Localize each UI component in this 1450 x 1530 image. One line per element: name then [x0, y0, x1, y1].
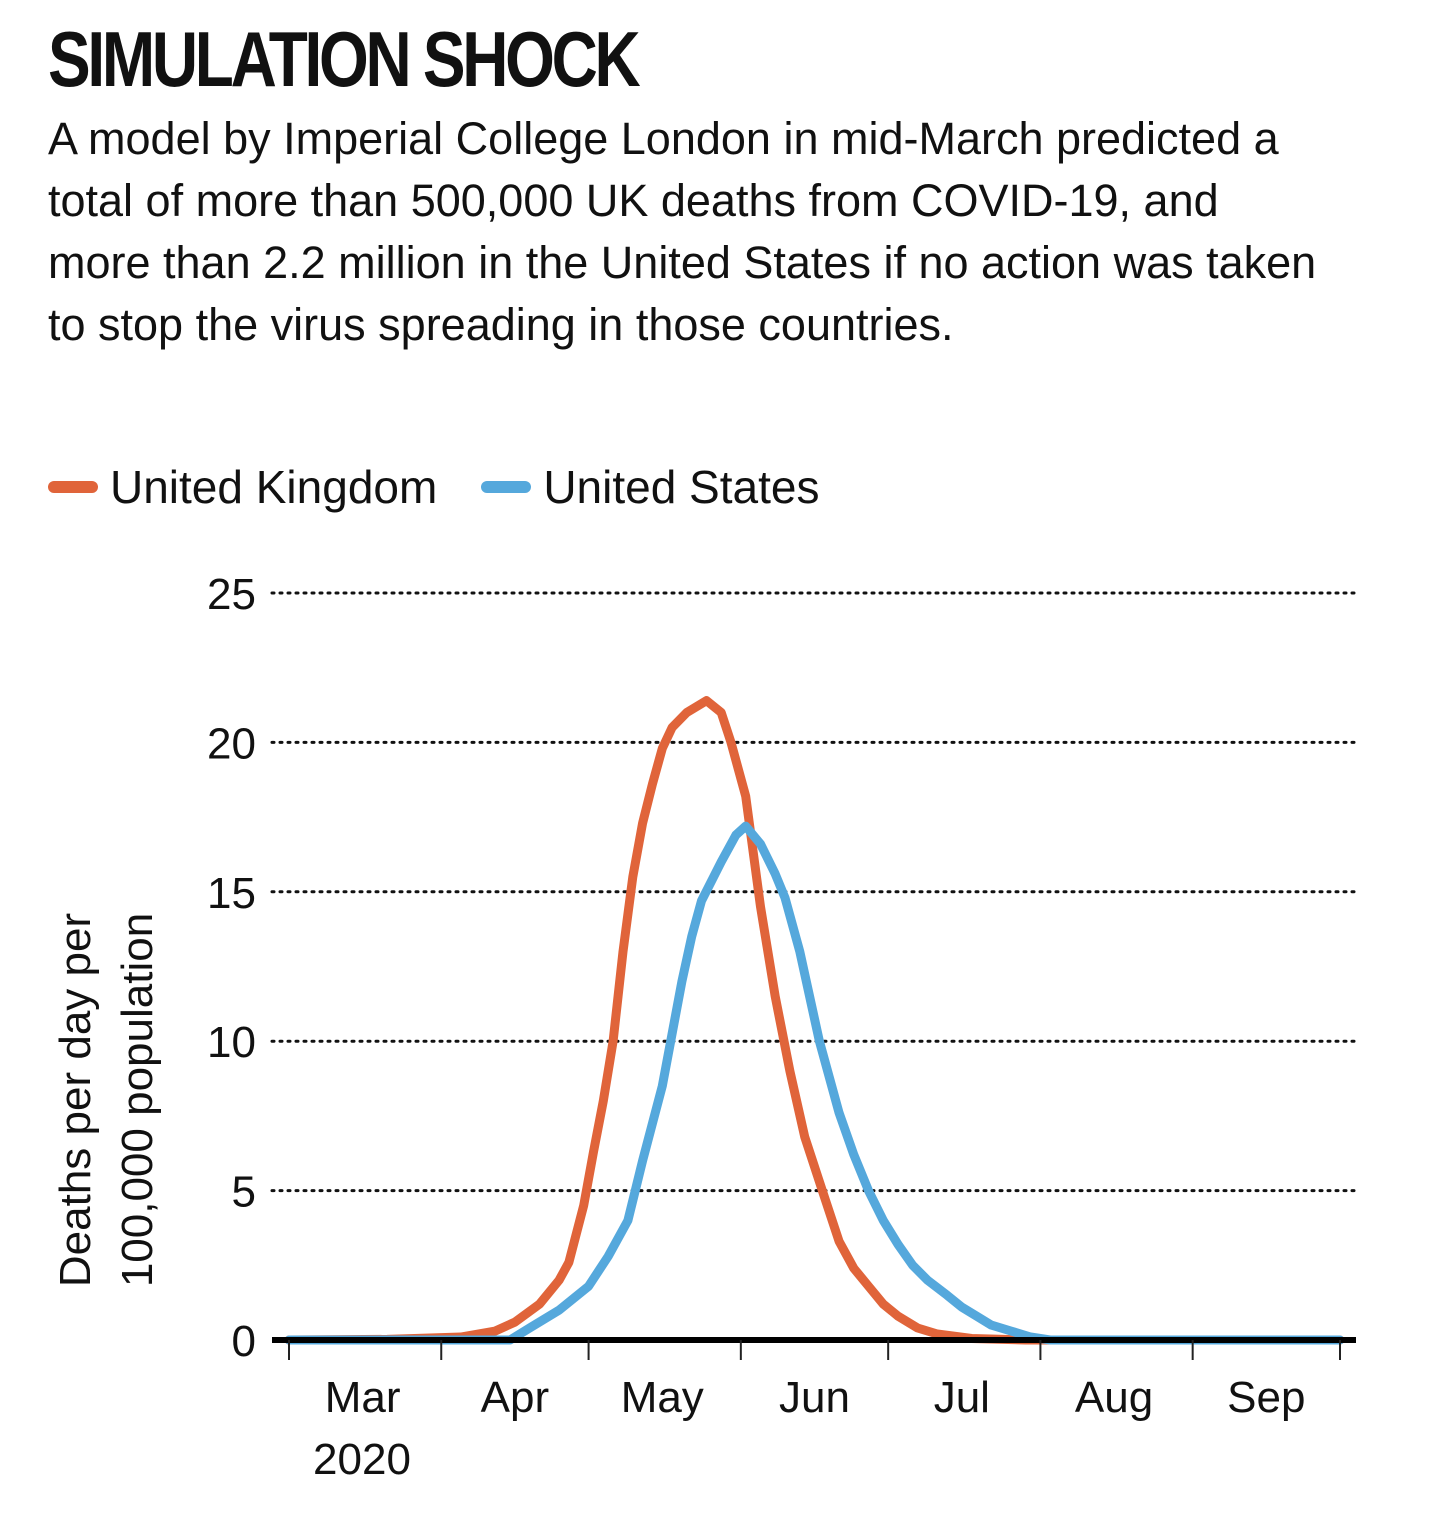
legend-swatch-uk: [48, 481, 98, 493]
legend-label-us: United States: [543, 461, 820, 513]
x-tick-label: Mar: [325, 1373, 401, 1422]
x-tick-label: Jun: [779, 1373, 850, 1422]
series-line-us: [284, 821, 1345, 1345]
y-tick-label: 25: [207, 570, 256, 619]
legend-item-uk: United Kingdom: [48, 460, 437, 514]
y-axis-label-line2: 100,000 population: [113, 913, 162, 1287]
y-tick-label: 15: [207, 869, 256, 918]
y-axis-label-line1: Deaths per day per: [51, 913, 100, 1287]
y-tick-label: 5: [232, 1168, 256, 1217]
legend-label-uk: United Kingdom: [110, 461, 438, 513]
y-tick-label: 20: [207, 719, 256, 768]
series-line-uk: [284, 696, 1345, 1345]
chart-title: SIMULATION SHOCK: [48, 15, 641, 103]
y-tick-label: 10: [207, 1018, 256, 1067]
legend: United Kingdom United States: [48, 460, 863, 514]
x-axis-year-label: 2020: [313, 1435, 411, 1484]
line-chart: 0 5 10 15 20 25 Mar Apr May Jun Jul Aug Sep Deaths p…: [51, 570, 1360, 1484]
x-tick-label: May: [621, 1373, 704, 1422]
x-tick-label: Sep: [1227, 1373, 1305, 1422]
x-tick-label: Jul: [934, 1373, 990, 1422]
x-tick-label: Apr: [481, 1373, 549, 1422]
legend-swatch-us: [481, 481, 532, 493]
x-tick-label: Aug: [1075, 1373, 1153, 1422]
y-tick-label: 0: [232, 1317, 256, 1366]
legend-item-us: United States: [481, 460, 819, 514]
chart-subtitle: A model by Imperial College London in mi…: [48, 113, 1317, 350]
